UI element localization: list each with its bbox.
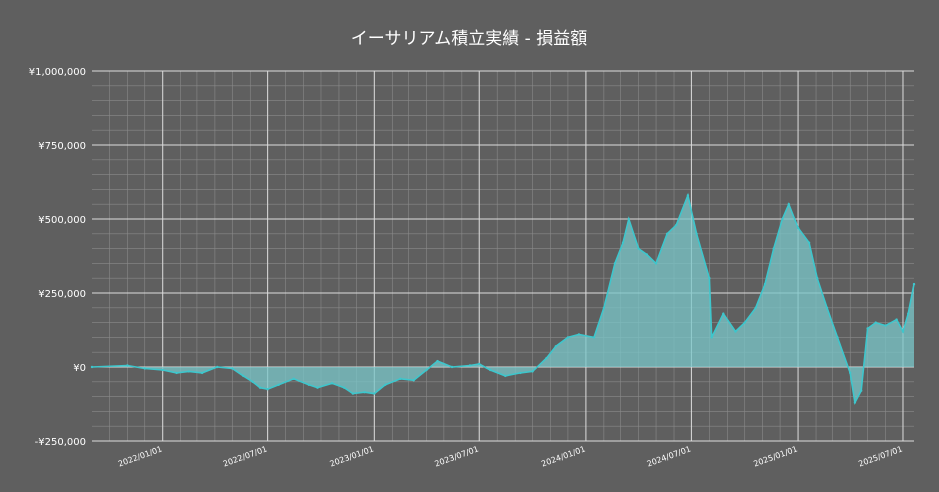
data-point (708, 277, 711, 280)
y-tick-label: ¥1,000,000 (29, 67, 86, 78)
chart-title: イーサリアム積立実績 - 損益額 (351, 29, 587, 49)
series-area (92, 195, 914, 403)
data-point (849, 371, 852, 375)
x-tick-label: 2023/01/01 (329, 444, 375, 468)
data-point (907, 312, 910, 315)
data-point (363, 391, 366, 394)
data-point (545, 356, 548, 360)
data-point (242, 374, 245, 378)
data-point (710, 336, 713, 339)
data-point (860, 389, 863, 392)
data-point (399, 377, 402, 380)
data-point (781, 217, 784, 221)
data-point (531, 370, 534, 373)
data-point (874, 321, 877, 324)
x-tick-label: 2024/07/01 (646, 444, 692, 468)
x-tick-label: 2025/01/01 (752, 444, 798, 468)
y-tick-label: ¥500,000 (38, 215, 86, 226)
data-point (621, 241, 625, 244)
data-point (884, 324, 887, 327)
data-point (450, 365, 454, 369)
x-axis-ticks: 2022/01/01 2022/07/01 2023/01/01 2023/07/01… (117, 444, 904, 468)
data-point (627, 217, 630, 221)
x-tick-label: 2022/07/01 (222, 444, 268, 468)
data-point (554, 345, 557, 348)
data-point (161, 368, 164, 372)
data-point (126, 364, 129, 367)
data-point (478, 362, 481, 366)
data-point (613, 262, 617, 265)
data-point (468, 364, 472, 367)
data-point (665, 232, 669, 235)
data-point (912, 282, 916, 286)
data-point (754, 306, 757, 309)
data-point (266, 388, 269, 391)
x-tick-label: 2022/01/01 (117, 444, 163, 468)
data-point (734, 330, 737, 333)
data-point (722, 312, 725, 315)
data-point (836, 336, 839, 339)
data-point (231, 367, 234, 370)
x-tick-label: 2025/07/01 (857, 444, 903, 468)
area-layer (90, 192, 916, 405)
data-point (577, 333, 581, 336)
data-point (602, 306, 606, 309)
data-point (901, 330, 905, 333)
data-point (175, 371, 178, 375)
data-point (816, 277, 819, 280)
data-point (787, 203, 790, 206)
y-axis-ticks: ¥1,000,000 ¥750,000 ¥500,000 ¥250,000 ¥0 -¥25… (29, 67, 86, 448)
data-point (592, 336, 596, 339)
data-point (654, 262, 658, 265)
data-point (425, 368, 428, 372)
data-point (519, 371, 522, 375)
data-point (412, 379, 415, 382)
y-tick-label: -¥250,000 (35, 437, 86, 448)
data-point (637, 247, 640, 250)
data-point (895, 318, 898, 321)
y-tick-label: ¥0 (73, 363, 86, 374)
data-point (686, 194, 690, 197)
data-point (200, 371, 204, 375)
data-point (187, 370, 190, 373)
y-tick-label: ¥250,000 (38, 289, 86, 300)
data-point (566, 336, 570, 339)
data-point (216, 365, 219, 369)
data-point (343, 386, 346, 389)
data-point (316, 386, 319, 389)
data-point (258, 386, 262, 389)
data-point (796, 226, 800, 230)
data-point (330, 382, 334, 385)
x-tick-label: 2024/01/01 (540, 444, 586, 468)
data-point (373, 392, 376, 395)
data-point (645, 253, 648, 256)
data-point (504, 374, 507, 378)
data-point (695, 232, 698, 235)
data-point (251, 380, 254, 383)
x-tick-label: 2023/07/01 (434, 444, 480, 468)
data-point (825, 306, 829, 309)
data-point (866, 327, 869, 330)
data-point (489, 368, 492, 372)
data-point (277, 383, 280, 386)
data-point (292, 377, 295, 380)
data-point (143, 367, 146, 370)
data-point (853, 401, 857, 404)
data-point (351, 392, 355, 395)
data-point (436, 359, 439, 363)
data-point (743, 321, 746, 324)
y-tick-label: ¥750,000 (38, 141, 86, 152)
data-point (763, 282, 767, 286)
data-point (307, 383, 310, 386)
data-point (384, 383, 387, 386)
data-point (807, 241, 811, 244)
data-point (90, 365, 94, 369)
data-point (675, 223, 678, 227)
data-point (772, 247, 775, 250)
